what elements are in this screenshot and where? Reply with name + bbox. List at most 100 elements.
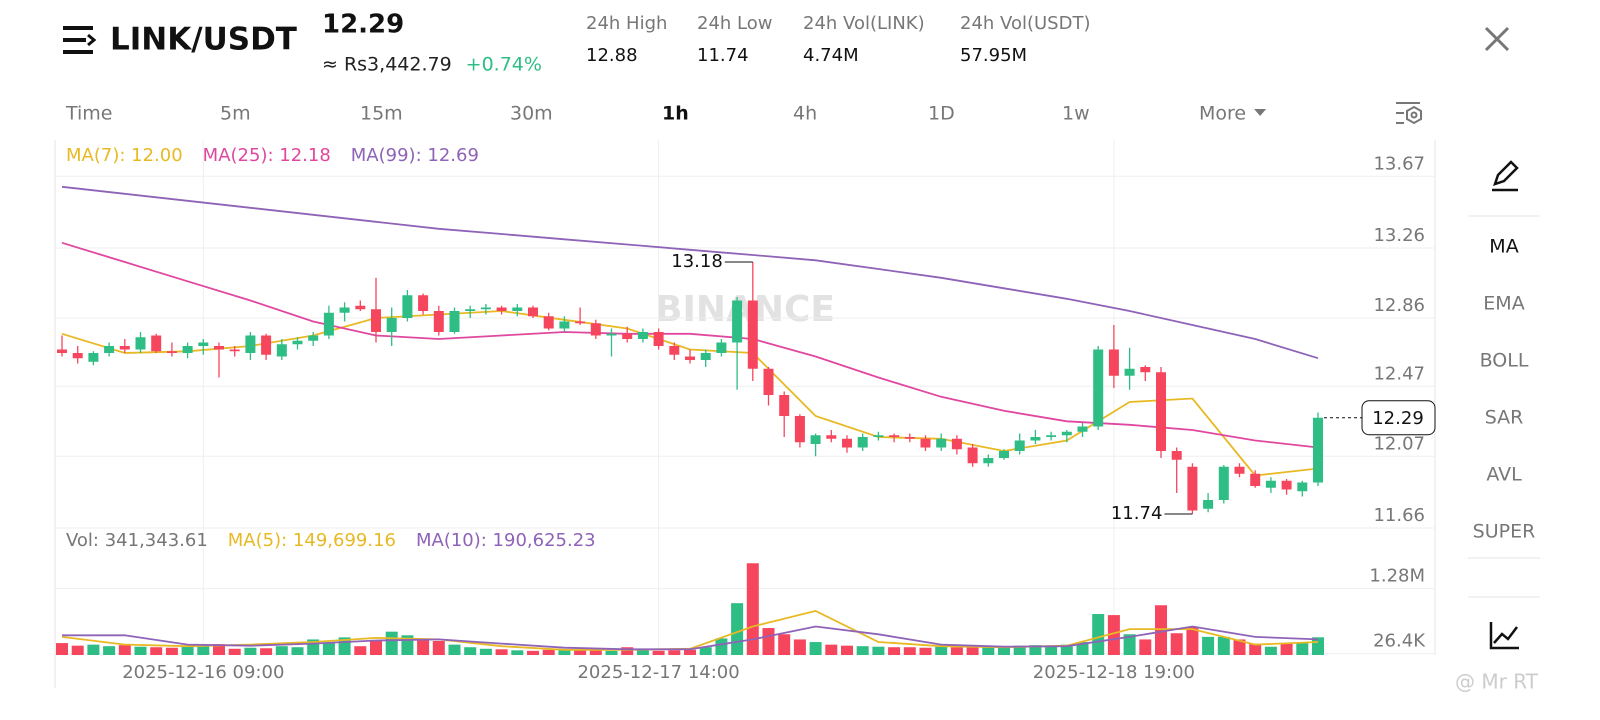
pair-title: LINK/USDT	[110, 22, 297, 58]
volume-bar	[1170, 633, 1183, 655]
candle-body	[119, 346, 130, 350]
candle-body	[57, 349, 67, 353]
interval-tab[interactable]: 5m	[220, 103, 251, 125]
icon-pencil	[1493, 160, 1519, 186]
candle-body	[1061, 431, 1072, 436]
candle-body	[1313, 417, 1323, 483]
x-tick-label: 2025-12-18 19:00	[1033, 662, 1195, 683]
volume-bar	[213, 644, 225, 655]
volume-bar	[479, 648, 492, 655]
icon-axes	[1489, 622, 1519, 650]
volume-bar	[558, 650, 571, 655]
candle-body	[1046, 435, 1057, 437]
candle-body	[355, 305, 366, 310]
interval-tab[interactable]: 30m	[510, 103, 553, 125]
indicator-option[interactable]: SAR	[1485, 407, 1524, 429]
high-marker-label: 13.18	[671, 251, 723, 272]
volume-bar	[966, 645, 979, 655]
volume-bar	[527, 650, 539, 655]
volume-bar	[1045, 646, 1058, 655]
indicator-option[interactable]: AVL	[1486, 464, 1522, 486]
candle-body	[465, 309, 476, 311]
interval-tab[interactable]: 4h	[793, 103, 817, 125]
watermark: BINANCE	[655, 289, 835, 330]
low-marker-label: 11.74	[1111, 503, 1163, 524]
y-tick-label: 12.07	[1373, 433, 1425, 454]
candle-body	[198, 342, 209, 346]
indicator-option[interactable]: BOLL	[1480, 350, 1529, 372]
candle-body	[685, 356, 695, 360]
candle-body	[72, 353, 83, 359]
volume-bar	[1264, 646, 1277, 655]
icon-arrow	[87, 33, 97, 47]
volume-bar	[542, 649, 555, 655]
interval-tab[interactable]: 1h	[662, 103, 689, 125]
volume-bar	[1013, 645, 1026, 655]
candle-body	[1281, 480, 1292, 490]
close-icon[interactable]	[1484, 26, 1510, 52]
menu-icon[interactable]	[63, 26, 97, 54]
volume-bar	[903, 647, 916, 655]
candle-body	[1124, 368, 1135, 376]
legend-entry: MA(10): 190,625.23	[416, 530, 596, 551]
candle-body	[276, 344, 287, 357]
indicator-option[interactable]: EMA	[1483, 293, 1524, 315]
volume-bar	[919, 647, 932, 655]
candle-body	[1108, 349, 1119, 376]
candle-body	[779, 395, 790, 416]
volume-bar	[291, 647, 304, 655]
interval-tab[interactable]: 1w	[1062, 103, 1090, 125]
interval-tab[interactable]: Time	[65, 103, 113, 125]
volume-bar	[511, 650, 524, 655]
candle-body	[182, 346, 193, 353]
ma-line	[61, 185, 1319, 360]
last-price: 12.29	[322, 10, 404, 40]
candle-body	[371, 309, 381, 332]
icon-dot	[1410, 111, 1418, 119]
chart-icon[interactable]	[1489, 622, 1519, 650]
candle-body	[528, 307, 538, 317]
volume-bar	[165, 647, 178, 655]
stat-label: 24h Vol(USDT)	[960, 13, 1090, 34]
last-price-box	[1361, 400, 1436, 436]
y-tick-label: 11.66	[1373, 505, 1425, 526]
candle-body	[1156, 372, 1166, 451]
volume-bar	[1029, 645, 1042, 655]
draw-icon[interactable]	[1492, 160, 1519, 192]
volume-bar	[1107, 615, 1120, 655]
candle-body	[292, 340, 303, 345]
volume-bar	[668, 650, 681, 655]
volume-bar	[1060, 644, 1073, 655]
candle-body	[1234, 466, 1245, 474]
volume-bar	[684, 649, 696, 655]
candle-body	[245, 335, 256, 353]
interval-tab[interactable]: 1D	[928, 103, 955, 125]
volume-bar	[652, 650, 665, 655]
candle-body	[433, 311, 444, 332]
volume-bar	[87, 644, 100, 655]
candle-body	[1030, 437, 1041, 441]
interval-tab[interactable]: More	[1199, 103, 1246, 125]
interval-tab[interactable]: 15m	[360, 103, 403, 125]
stat-value: 11.74	[697, 45, 749, 66]
y-tick-label: 26.4K	[1373, 631, 1426, 652]
settings-icon[interactable]	[1396, 102, 1422, 125]
candle-body	[920, 438, 931, 448]
candle-body	[590, 323, 601, 336]
icon-line	[1493, 626, 1518, 644]
last-price-label: 12.29	[1372, 408, 1424, 429]
candle-body	[418, 295, 429, 311]
volume-bar	[448, 644, 461, 655]
volume-bar	[825, 644, 838, 655]
indicator-option[interactable]: MA	[1489, 236, 1518, 258]
candle-body	[386, 318, 397, 332]
fiat-price: ≈ Rs3,442.79	[322, 54, 452, 76]
volume-bar	[495, 649, 508, 655]
volume-bar	[621, 647, 634, 655]
dropdown-arrow	[1254, 109, 1267, 116]
candle-body	[669, 346, 680, 355]
candle-body	[810, 435, 821, 444]
volume-bar	[1217, 636, 1230, 655]
indicator-option[interactable]: SUPER	[1473, 521, 1536, 543]
candle-body	[842, 438, 852, 448]
